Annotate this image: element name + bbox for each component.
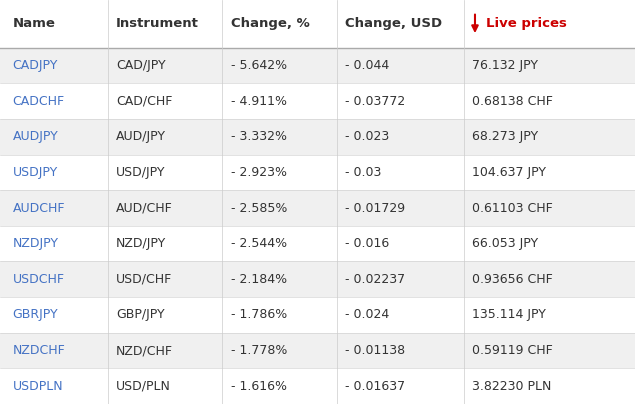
Text: - 0.01637: - 0.01637 xyxy=(345,380,405,393)
Bar xyxy=(0,119,635,155)
Text: 66.053 JPY: 66.053 JPY xyxy=(472,237,538,250)
Text: - 0.01138: - 0.01138 xyxy=(345,344,405,357)
Text: GBP/JPY: GBP/JPY xyxy=(116,308,165,322)
Text: AUDCHF: AUDCHF xyxy=(13,202,65,215)
Text: 76.132 JPY: 76.132 JPY xyxy=(472,59,538,72)
Text: 0.59119 CHF: 0.59119 CHF xyxy=(472,344,552,357)
Text: 135.114 JPY: 135.114 JPY xyxy=(472,308,545,322)
Text: USD/JPY: USD/JPY xyxy=(116,166,166,179)
Text: NZD/JPY: NZD/JPY xyxy=(116,237,166,250)
Text: - 5.642%: - 5.642% xyxy=(231,59,286,72)
Text: - 0.024: - 0.024 xyxy=(345,308,389,322)
Text: GBRJPY: GBRJPY xyxy=(13,308,58,322)
Text: - 0.02237: - 0.02237 xyxy=(345,273,405,286)
Bar xyxy=(0,155,635,190)
Text: NZDCHF: NZDCHF xyxy=(13,344,65,357)
Text: Change, %: Change, % xyxy=(231,17,309,30)
Text: USD/CHF: USD/CHF xyxy=(116,273,173,286)
Text: AUD/CHF: AUD/CHF xyxy=(116,202,173,215)
Bar xyxy=(0,48,635,83)
Text: - 0.01729: - 0.01729 xyxy=(345,202,405,215)
Text: USDPLN: USDPLN xyxy=(13,380,64,393)
Text: Live prices: Live prices xyxy=(486,17,566,30)
Text: - 2.544%: - 2.544% xyxy=(231,237,286,250)
Text: Change, USD: Change, USD xyxy=(345,17,442,30)
Text: - 3.332%: - 3.332% xyxy=(231,130,286,143)
Text: Instrument: Instrument xyxy=(116,17,199,30)
Text: - 0.03: - 0.03 xyxy=(345,166,381,179)
Text: AUDJPY: AUDJPY xyxy=(13,130,58,143)
Text: 68.273 JPY: 68.273 JPY xyxy=(472,130,538,143)
Text: - 4.911%: - 4.911% xyxy=(231,95,286,107)
Text: NZD/CHF: NZD/CHF xyxy=(116,344,173,357)
Text: - 1.616%: - 1.616% xyxy=(231,380,286,393)
Bar xyxy=(0,261,635,297)
Text: USDCHF: USDCHF xyxy=(13,273,65,286)
Bar xyxy=(0,297,635,333)
Text: CADJPY: CADJPY xyxy=(13,59,58,72)
Bar xyxy=(0,0,635,48)
Text: Name: Name xyxy=(13,17,56,30)
Bar xyxy=(0,190,635,226)
Text: 0.93656 CHF: 0.93656 CHF xyxy=(472,273,552,286)
Text: - 2.585%: - 2.585% xyxy=(231,202,287,215)
Bar xyxy=(0,368,635,404)
Text: - 2.184%: - 2.184% xyxy=(231,273,286,286)
Text: USDJPY: USDJPY xyxy=(13,166,58,179)
Text: CADCHF: CADCHF xyxy=(13,95,65,107)
Text: - 0.03772: - 0.03772 xyxy=(345,95,405,107)
Text: - 1.778%: - 1.778% xyxy=(231,344,287,357)
Text: - 0.044: - 0.044 xyxy=(345,59,389,72)
Text: CAD/CHF: CAD/CHF xyxy=(116,95,173,107)
Bar xyxy=(0,226,635,261)
Text: 104.637 JPY: 104.637 JPY xyxy=(472,166,546,179)
Bar xyxy=(0,83,635,119)
Text: 3.82230 PLN: 3.82230 PLN xyxy=(472,380,551,393)
Text: CAD/JPY: CAD/JPY xyxy=(116,59,166,72)
Text: - 2.923%: - 2.923% xyxy=(231,166,286,179)
Text: - 0.023: - 0.023 xyxy=(345,130,389,143)
Text: - 1.786%: - 1.786% xyxy=(231,308,287,322)
Text: USD/PLN: USD/PLN xyxy=(116,380,171,393)
Text: AUD/JPY: AUD/JPY xyxy=(116,130,166,143)
Text: 0.61103 CHF: 0.61103 CHF xyxy=(472,202,552,215)
Text: NZDJPY: NZDJPY xyxy=(13,237,58,250)
Bar xyxy=(0,333,635,368)
Text: - 0.016: - 0.016 xyxy=(345,237,389,250)
Text: 0.68138 CHF: 0.68138 CHF xyxy=(472,95,552,107)
